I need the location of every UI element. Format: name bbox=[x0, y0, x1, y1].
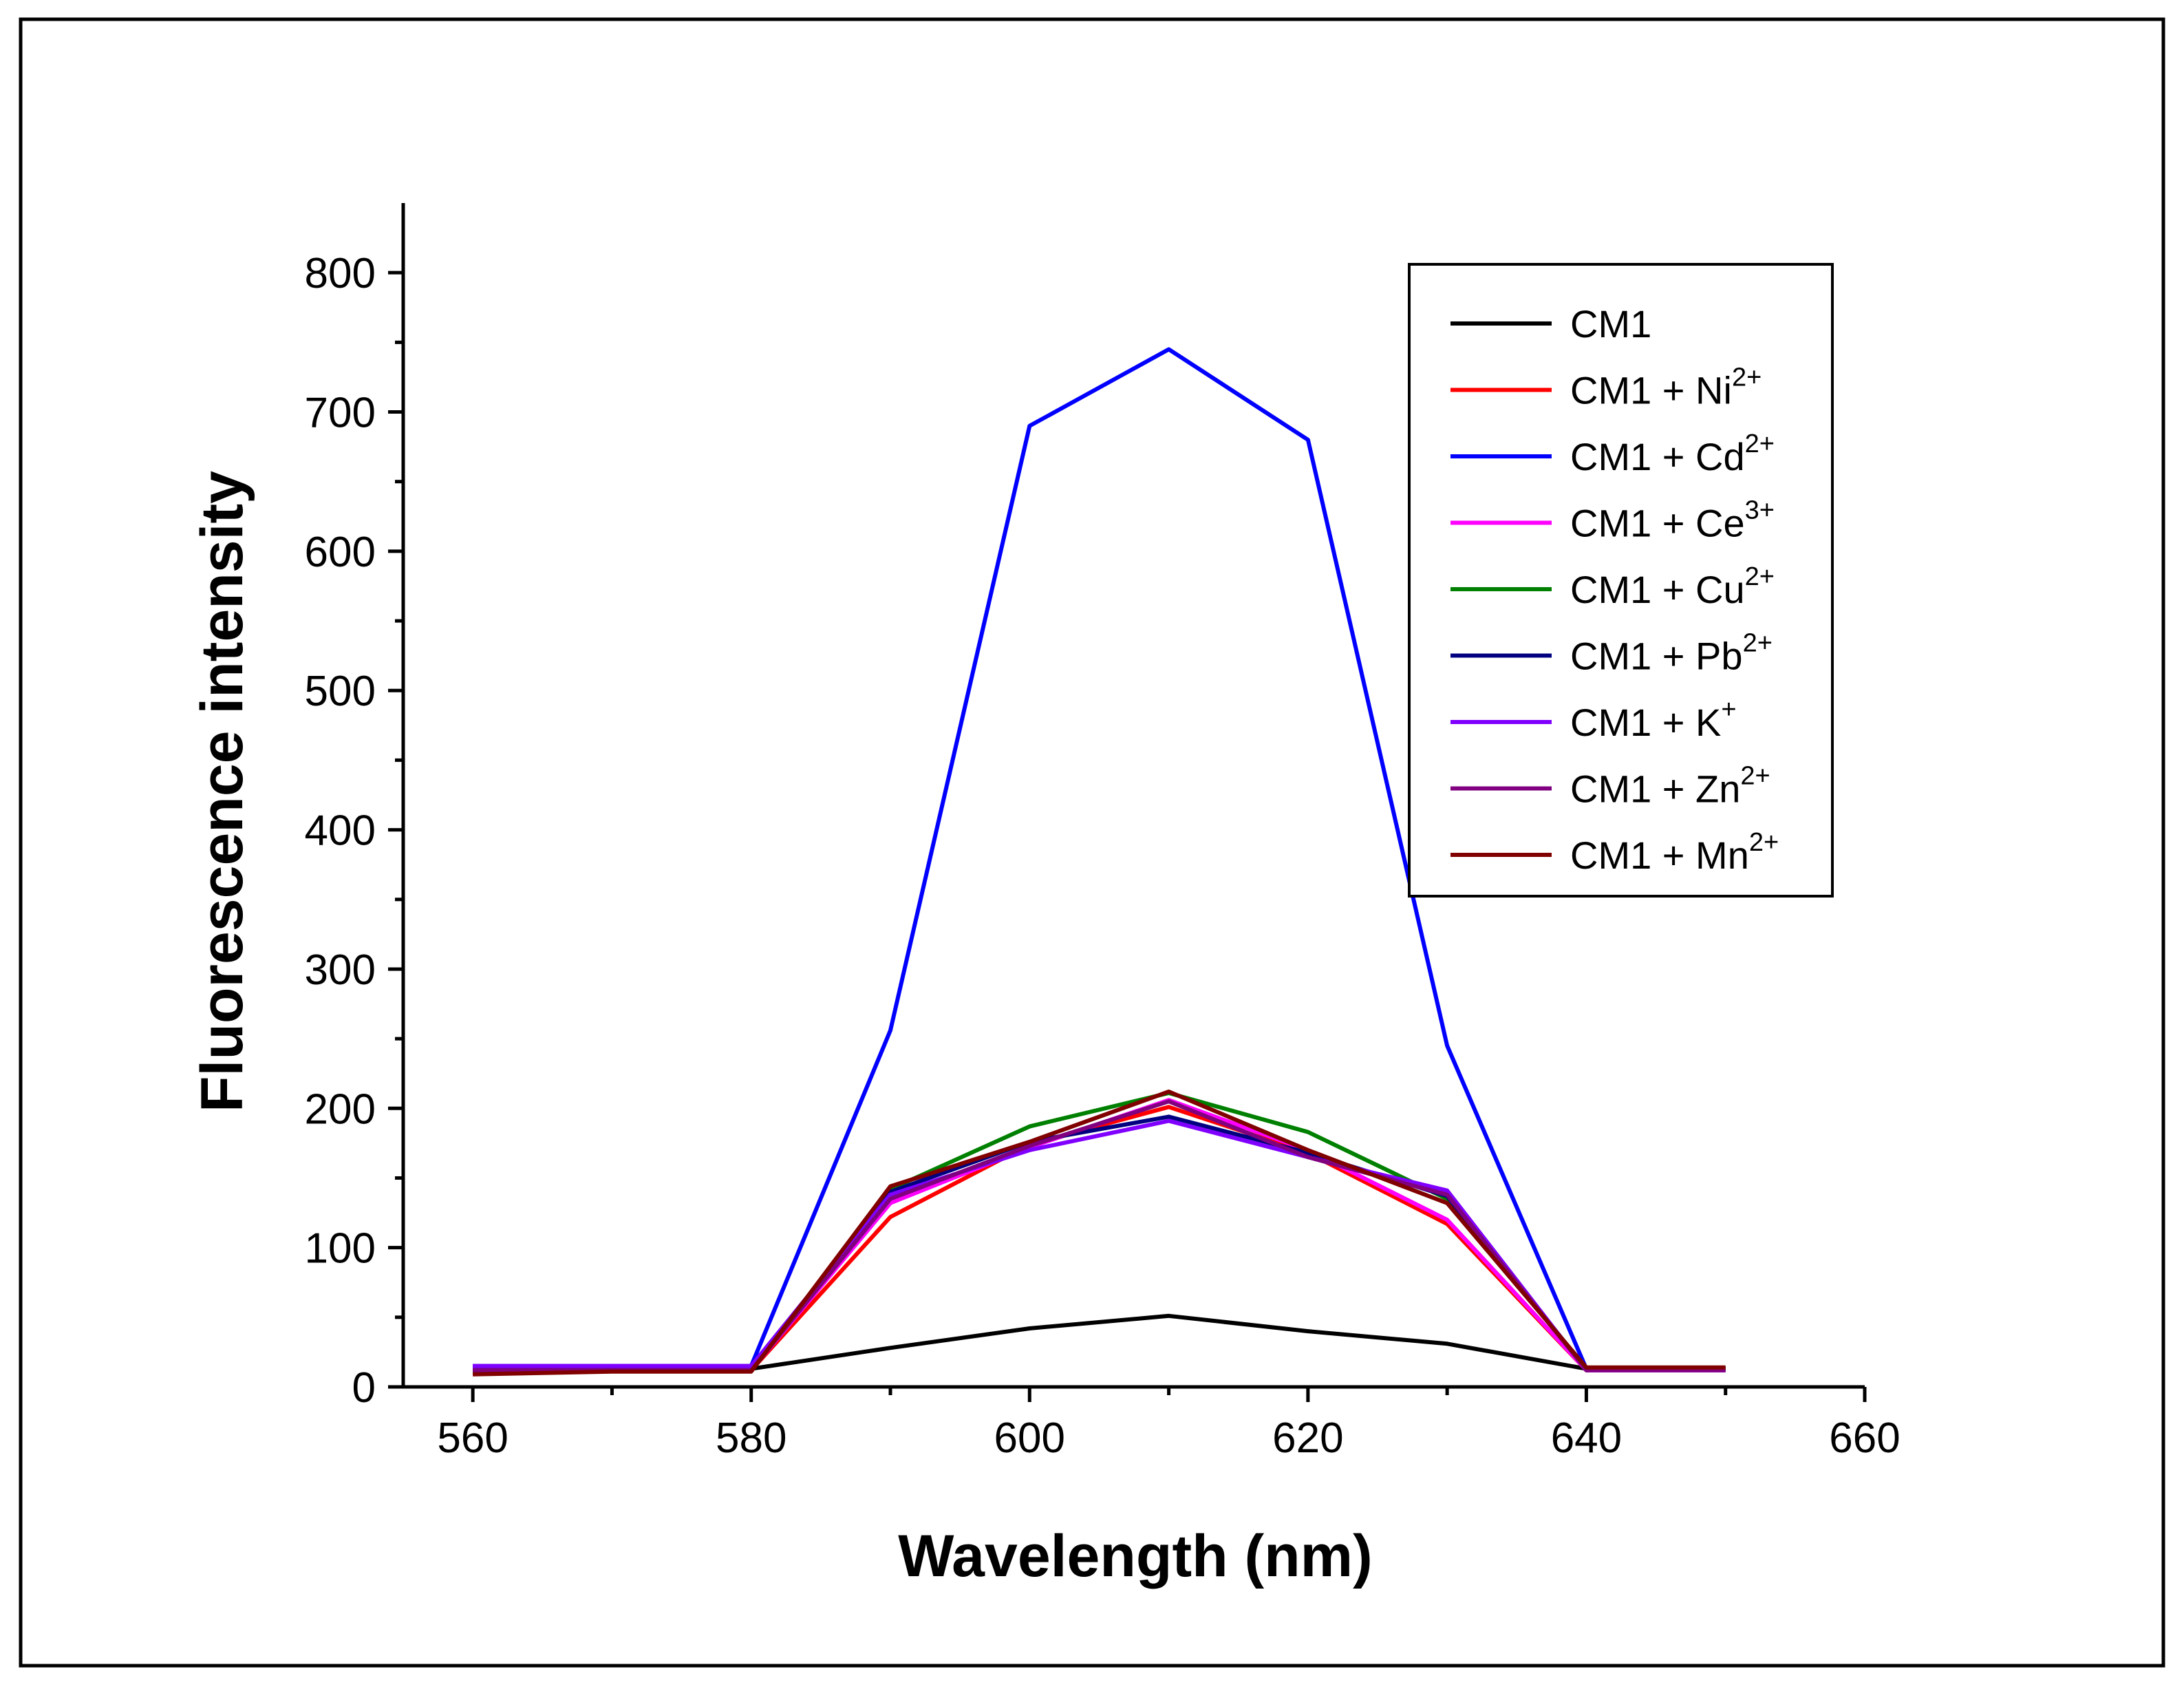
legend-label: CM1 + Cd2+ bbox=[1570, 429, 1775, 478]
legend-charge: 2+ bbox=[1745, 562, 1775, 591]
x-tick-label: 580 bbox=[716, 1414, 786, 1462]
legend-label: CM1 + Ni2+ bbox=[1570, 363, 1762, 412]
legend-label: CM1 + Pb2+ bbox=[1570, 629, 1773, 678]
y-tick-label: 500 bbox=[305, 668, 376, 715]
y-tick-label: 400 bbox=[305, 807, 376, 855]
legend-label: CM1 + Mn2+ bbox=[1570, 828, 1779, 877]
legend-label: CM1 + Zn2+ bbox=[1570, 762, 1770, 811]
x-tick-label: 660 bbox=[1829, 1414, 1900, 1462]
x-tick-label: 640 bbox=[1551, 1414, 1622, 1462]
x-tick-label: 620 bbox=[1272, 1414, 1343, 1462]
y-tick-label: 700 bbox=[305, 390, 376, 437]
legend-charge: 2+ bbox=[1732, 363, 1762, 392]
legend-label: CM1 + Ce3+ bbox=[1570, 496, 1775, 545]
x-tick-label: 600 bbox=[994, 1414, 1065, 1462]
legend-label: CM1 + K+ bbox=[1570, 695, 1737, 744]
legend-charge: 2+ bbox=[1743, 629, 1773, 658]
y-tick-label: 100 bbox=[305, 1225, 376, 1273]
x-axis-title: Wavelength (nm) bbox=[898, 1523, 1373, 1589]
y-tick-label: 300 bbox=[305, 946, 376, 994]
legend-label: CM1 bbox=[1570, 302, 1651, 346]
legend-charge: + bbox=[1721, 695, 1736, 724]
y-tick-label: 600 bbox=[305, 529, 376, 576]
y-tick-label: 0 bbox=[352, 1364, 376, 1412]
legend-charge: 2+ bbox=[1749, 828, 1779, 857]
axes: 0 100 200 300 400 500 600 700 800 560 580 600 620 640… bbox=[305, 203, 1901, 1462]
legend-charge: 2+ bbox=[1740, 762, 1770, 791]
y-axis-title: Fluorescence intensity bbox=[189, 471, 255, 1112]
y-tick-label: 200 bbox=[305, 1085, 376, 1133]
legend-box bbox=[1408, 263, 1834, 898]
legend-charge: 2+ bbox=[1745, 429, 1775, 458]
legend-label: CM1 + Cu2+ bbox=[1570, 562, 1775, 611]
series-layer bbox=[473, 347, 1726, 1377]
series-line-cm1-mn bbox=[473, 1090, 1726, 1377]
x-tick-label: 560 bbox=[437, 1414, 508, 1462]
legend-charge: 3+ bbox=[1745, 496, 1775, 525]
legend: CM1 CM1 + Ni2+ CM1 + Cd2+ CM1 + Ce3+ CM1 + C… bbox=[1408, 263, 1834, 898]
y-tick-label: 800 bbox=[305, 250, 376, 297]
